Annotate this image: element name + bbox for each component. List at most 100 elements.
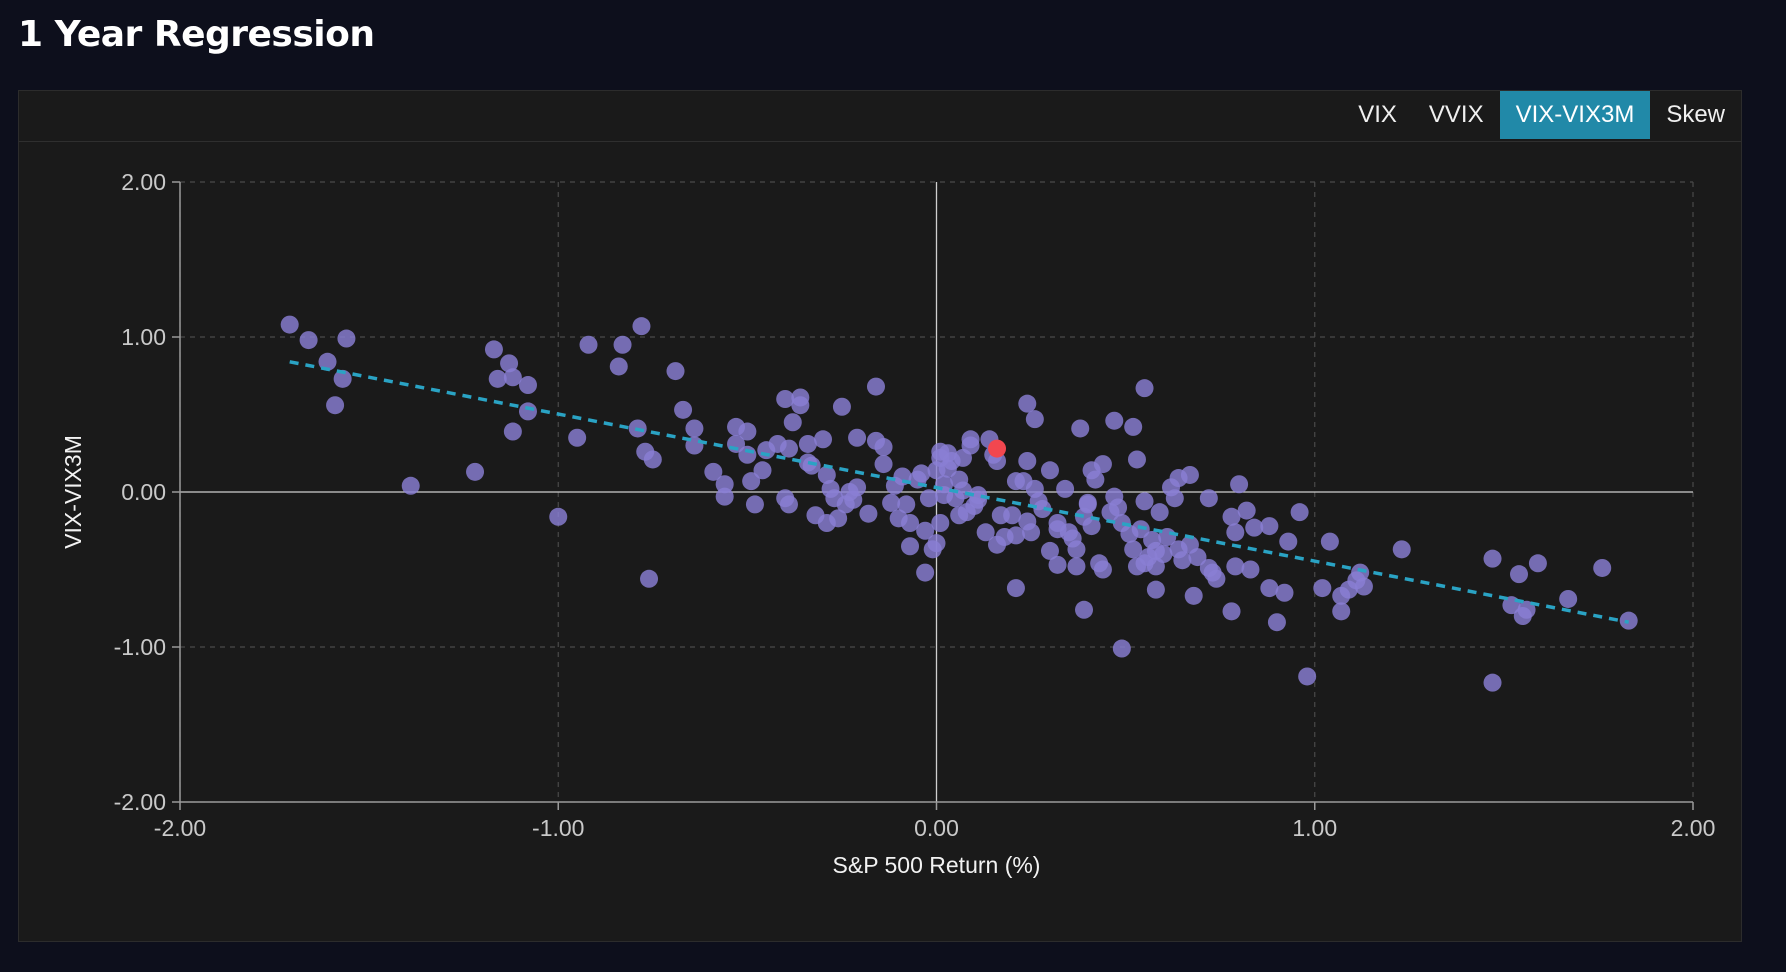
data-point — [927, 534, 946, 553]
data-point — [1067, 557, 1086, 576]
data-point — [1275, 583, 1294, 602]
data-point — [897, 495, 916, 514]
data-point — [832, 397, 851, 416]
data-point — [715, 475, 734, 494]
data-point — [1040, 461, 1059, 480]
data-point — [742, 472, 761, 491]
data-point — [333, 369, 352, 388]
data-point — [466, 462, 485, 481]
data-point — [640, 569, 659, 588]
data-point — [1082, 517, 1101, 536]
x-tick-label: 0.00 — [914, 815, 959, 841]
chart-panel: VIX VVIX VIX-VIX3M Skew 2.00 1.00 0.00 -1.0… — [18, 90, 1742, 942]
data-point — [1199, 489, 1218, 508]
data-point — [1105, 411, 1124, 430]
data-point — [280, 315, 299, 334]
data-point — [848, 428, 867, 447]
tab-vvix[interactable]: VVIX — [1428, 101, 1484, 128]
panel-header: VIX VVIX VIX-VIX3M Skew — [19, 91, 1741, 142]
x-tick-label: 2.00 — [1671, 815, 1716, 841]
data-point — [1222, 602, 1241, 621]
y-tick-label: -2.00 — [114, 789, 166, 815]
data-point — [518, 402, 537, 421]
y-tick-label: 2.00 — [121, 169, 166, 195]
data-point — [901, 514, 920, 532]
data-point — [613, 335, 632, 354]
data-point — [802, 456, 821, 475]
data-point — [1093, 455, 1112, 474]
data-point — [874, 455, 893, 474]
data-point — [753, 461, 772, 480]
data-point — [1267, 613, 1286, 632]
trend-line — [289, 360, 1630, 624]
data-point — [779, 495, 798, 514]
data-point — [776, 390, 795, 408]
data-point — [1124, 417, 1143, 436]
data-point — [901, 537, 920, 556]
data-point — [1124, 540, 1143, 559]
data-point — [674, 400, 693, 419]
data-point — [916, 521, 935, 540]
data-point — [609, 357, 628, 376]
data-point — [931, 514, 950, 532]
data-point — [299, 331, 318, 350]
data-point — [738, 422, 757, 441]
data-point — [1260, 579, 1279, 598]
data-point — [568, 428, 587, 447]
data-point — [1040, 541, 1059, 560]
data-point — [1180, 465, 1199, 484]
data-point — [1086, 470, 1105, 489]
data-point — [579, 335, 598, 354]
tab-skew[interactable]: Skew — [1666, 101, 1725, 128]
data-point — [1022, 523, 1041, 542]
data-point — [1135, 379, 1154, 398]
data-point — [1071, 419, 1090, 438]
data-point — [882, 493, 901, 512]
x-axis-title: S&P 500 Return (%) — [833, 852, 1041, 878]
y-tick-label: 1.00 — [121, 324, 166, 350]
data-point — [866, 377, 885, 396]
data-point — [643, 450, 662, 469]
data-point — [549, 507, 568, 526]
data-point — [1048, 555, 1067, 574]
data-point — [1222, 507, 1241, 526]
data-point — [988, 452, 1007, 470]
data-point — [829, 509, 848, 528]
data-point — [488, 369, 507, 388]
data-point — [704, 462, 723, 481]
data-point — [1313, 579, 1332, 598]
data-point — [961, 430, 980, 449]
data-point — [1025, 410, 1044, 429]
scatter-chart: 2.00 1.00 0.00 -1.00 -2.00-2.00 -1.00 0.00 1.00… — [60, 169, 1716, 878]
data-point — [685, 419, 704, 438]
data-point — [632, 317, 651, 336]
data-point — [1112, 639, 1131, 658]
x-tick-label: -2.00 — [154, 815, 206, 841]
series-tabs: VIX VVIX VIX-VIX3M Skew — [1342, 91, 1741, 139]
tab-vix-vix3m[interactable]: VIX-VIX3M — [1499, 91, 1651, 139]
data-point — [1093, 560, 1112, 579]
data-point — [1510, 565, 1529, 584]
data-point — [859, 504, 878, 523]
data-point — [1173, 551, 1192, 570]
data-point — [798, 434, 817, 453]
data-point — [318, 352, 337, 371]
data-point — [1298, 667, 1317, 686]
data-point — [1067, 540, 1086, 559]
y-tick-label: 0.00 — [121, 479, 166, 505]
data-point — [783, 413, 802, 432]
data-point — [1207, 569, 1226, 588]
data-point — [976, 523, 995, 542]
data-point — [1241, 560, 1260, 579]
data-point — [916, 563, 935, 582]
tab-vix[interactable]: VIX — [1358, 101, 1397, 128]
data-point — [1517, 600, 1536, 619]
data-point — [484, 340, 503, 359]
data-point — [401, 476, 420, 495]
data-point — [1006, 526, 1025, 545]
data-point — [874, 438, 893, 457]
data-point — [1184, 586, 1203, 605]
data-point — [969, 486, 988, 505]
data-point — [1150, 503, 1169, 522]
y-tick-label: -1.00 — [114, 634, 166, 660]
